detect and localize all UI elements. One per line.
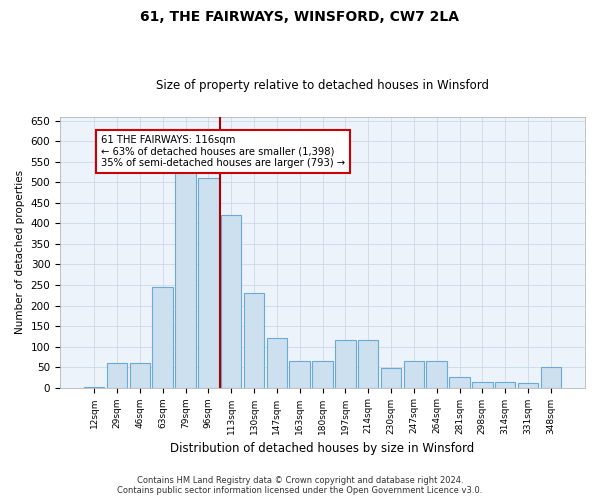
Bar [335, 340, 356, 388]
Bar [358, 340, 379, 388]
Bar [244, 293, 264, 388]
Y-axis label: Number of detached properties: Number of detached properties [15, 170, 25, 334]
Text: 61 THE FAIRWAYS: 116sqm
← 63% of detached houses are smaller (1,398)
35% of semi: 61 THE FAIRWAYS: 116sqm ← 63% of detache… [101, 135, 345, 168]
Bar [495, 382, 515, 388]
Bar [198, 178, 218, 388]
Bar [130, 363, 150, 388]
Bar [84, 386, 104, 388]
X-axis label: Distribution of detached houses by size in Winsford: Distribution of detached houses by size … [170, 442, 475, 455]
Bar [107, 363, 127, 388]
Text: 61, THE FAIRWAYS, WINSFORD, CW7 2LA: 61, THE FAIRWAYS, WINSFORD, CW7 2LA [140, 10, 460, 24]
Title: Size of property relative to detached houses in Winsford: Size of property relative to detached ho… [156, 79, 489, 92]
Bar [289, 361, 310, 388]
Bar [312, 361, 333, 388]
Bar [175, 172, 196, 388]
Bar [381, 368, 401, 388]
Text: Contains HM Land Registry data © Crown copyright and database right 2024.
Contai: Contains HM Land Registry data © Crown c… [118, 476, 482, 495]
Bar [472, 382, 493, 388]
Bar [404, 361, 424, 388]
Bar [449, 378, 470, 388]
Bar [152, 287, 173, 388]
Bar [518, 384, 538, 388]
Bar [266, 338, 287, 388]
Bar [427, 361, 447, 388]
Bar [541, 367, 561, 388]
Bar [221, 215, 241, 388]
